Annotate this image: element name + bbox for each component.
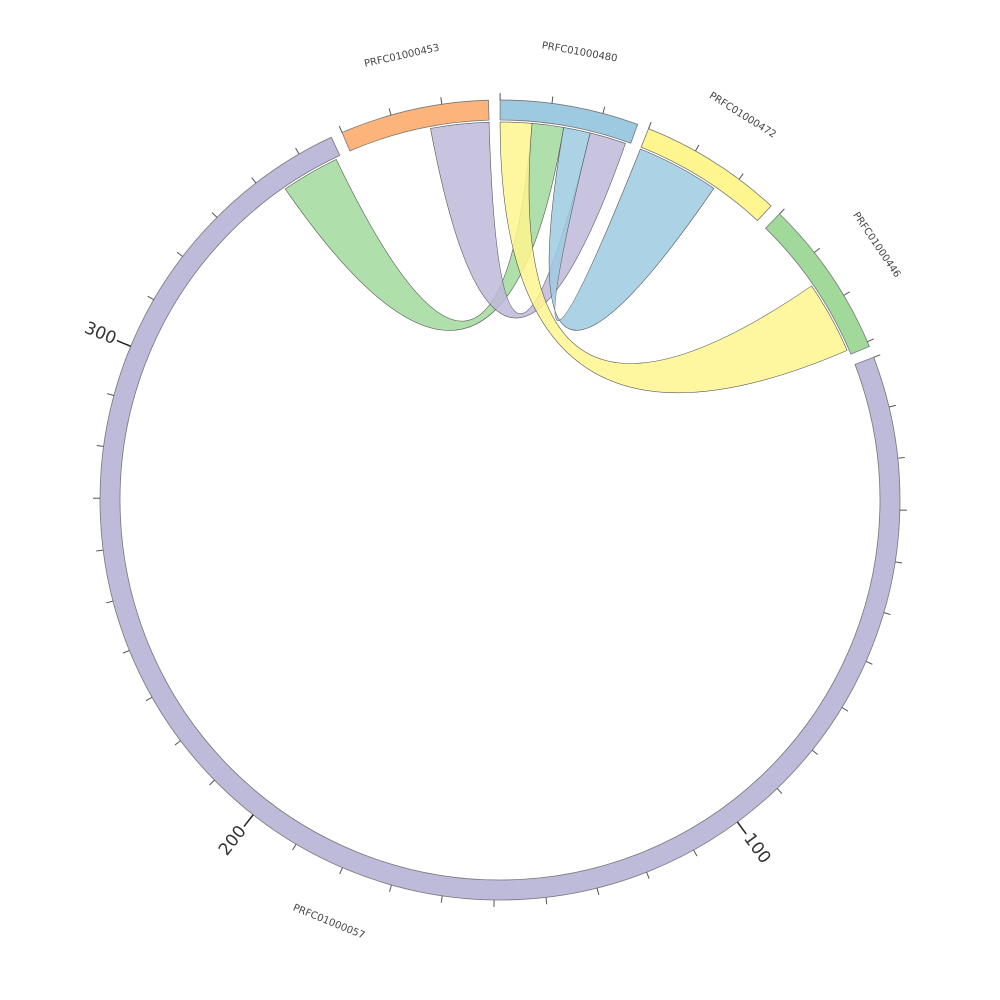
minor-tick (440, 97, 443, 105)
minor-tick (209, 779, 215, 786)
minor-tick (106, 600, 114, 604)
minor-tick (388, 108, 392, 116)
major-tick (736, 821, 747, 835)
minor-tick (646, 871, 650, 879)
minor-tick (596, 887, 600, 895)
minor-tick (147, 295, 155, 301)
minor-tick (811, 749, 818, 755)
minor-tick (339, 867, 343, 875)
minor-tick (440, 895, 443, 903)
minor-tick (841, 707, 849, 712)
minor-tick (211, 212, 218, 218)
link (548, 127, 715, 331)
minor-tick (648, 121, 652, 129)
minor-tick (693, 849, 698, 857)
minor-tick (883, 612, 891, 616)
minor-tick (867, 338, 874, 343)
major-tick (243, 814, 254, 828)
tick-label: 300 (81, 318, 119, 349)
minor-tick (545, 897, 548, 905)
minor-tick (695, 144, 700, 152)
minor-tick (895, 561, 903, 564)
minor-tick (122, 650, 130, 654)
tick-label: 100 (739, 830, 774, 868)
minor-tick (873, 354, 881, 358)
minor-tick (843, 291, 850, 296)
minor-tick (551, 96, 554, 104)
minor-tick (602, 106, 606, 114)
segment (341, 99, 490, 152)
segment-label: PRFC01000472 (707, 90, 778, 140)
minor-tick (897, 456, 905, 459)
minor-tick (251, 177, 257, 184)
minor-tick (176, 251, 183, 257)
segment-label: PRFC01000480 (541, 40, 618, 64)
minor-tick (888, 404, 896, 408)
minor-tick (96, 444, 104, 447)
segment (640, 128, 772, 222)
segment (764, 213, 870, 355)
minor-tick (865, 660, 873, 665)
minor-tick (96, 549, 104, 552)
minor-tick (779, 208, 785, 215)
minor-tick (776, 788, 783, 794)
segment-label: PRFC01000453 (363, 43, 440, 70)
minor-tick (738, 173, 744, 180)
segment-label: PRFC01000446 (850, 210, 902, 280)
tick-label: 200 (215, 822, 251, 860)
minor-tick (295, 147, 300, 155)
minor-tick (107, 393, 115, 396)
segment (499, 99, 639, 144)
minor-tick (174, 740, 181, 746)
segment-label: PRFC01000057 (291, 903, 366, 942)
link (499, 121, 848, 393)
minor-tick (813, 247, 821, 253)
minor-tick (292, 843, 297, 851)
minor-tick (145, 696, 153, 702)
minor-tick (338, 125, 343, 133)
minor-tick (389, 884, 392, 892)
major-tick (116, 339, 132, 347)
segment (99, 136, 901, 901)
